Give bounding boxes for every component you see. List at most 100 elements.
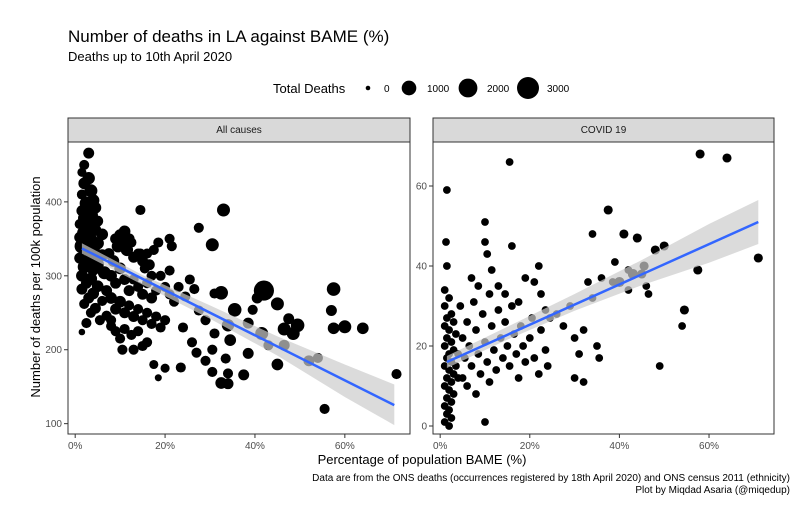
data-point — [442, 238, 450, 246]
legend-key-label: 0 — [384, 84, 390, 95]
facet-strip — [67, 117, 411, 143]
data-point — [149, 359, 159, 370]
data-point — [579, 378, 588, 386]
data-point — [483, 358, 492, 366]
panel-covid-19: COVID 19 0 20 40 60 0% 20% 40% 60% — [416, 117, 775, 452]
data-point — [722, 153, 732, 163]
data-point — [128, 344, 139, 355]
data-point — [207, 366, 218, 377]
data-point — [595, 354, 604, 362]
panel-all-causes: All causes 100 200 300 400 0% 20% 40% 60% — [45, 117, 411, 452]
data-point — [619, 229, 629, 239]
data-point — [160, 363, 170, 373]
legend-key-dot — [401, 80, 417, 96]
data-point — [494, 282, 503, 290]
data-point — [534, 262, 543, 270]
data-point — [97, 295, 108, 306]
data-point — [445, 326, 453, 334]
data-point — [191, 347, 202, 358]
data-point — [679, 305, 689, 315]
data-point — [325, 305, 337, 316]
data-point — [463, 318, 471, 326]
data-point — [270, 297, 284, 311]
data-point — [155, 322, 166, 333]
data-point — [481, 418, 489, 426]
data-point — [593, 342, 601, 350]
data-point — [543, 362, 552, 370]
x-tick-label: 40% — [245, 441, 265, 452]
data-point — [175, 362, 186, 373]
legend-key-dot — [458, 78, 478, 98]
data-point — [467, 362, 476, 370]
data-point — [530, 354, 539, 362]
data-point — [452, 330, 460, 338]
data-point — [458, 374, 467, 382]
data-point — [117, 344, 128, 355]
data-point — [242, 347, 254, 359]
data-point — [110, 277, 122, 289]
data-point — [505, 158, 514, 166]
data-point — [327, 322, 340, 335]
data-point — [189, 284, 200, 295]
data-point — [184, 274, 195, 285]
data-point — [114, 295, 126, 308]
data-point — [445, 294, 453, 302]
data-point — [644, 290, 653, 298]
data-point — [164, 265, 175, 276]
data-point — [200, 355, 211, 366]
data-point — [160, 315, 171, 326]
x-tick-label: 20% — [155, 441, 175, 452]
data-point — [570, 374, 579, 382]
data-point — [490, 346, 498, 354]
data-point — [487, 266, 496, 274]
data-point — [655, 362, 664, 370]
data-point — [193, 222, 204, 233]
data-point — [220, 353, 231, 364]
trend-line — [446, 220, 759, 364]
x-tick-label: 60% — [699, 441, 719, 452]
data-point — [115, 333, 126, 344]
y-tick-label: 0 — [421, 422, 427, 433]
facet-strip-label: COVID 19 — [581, 125, 627, 136]
data-point — [559, 322, 568, 330]
data-point — [283, 313, 295, 325]
data-point — [105, 292, 117, 304]
data-point — [445, 422, 453, 430]
data-point — [81, 318, 92, 329]
data-point — [447, 398, 456, 406]
data-point — [137, 288, 149, 300]
data-point — [678, 322, 686, 330]
data-point — [603, 205, 613, 215]
data-point — [326, 282, 341, 296]
facet-strip — [432, 117, 775, 143]
data-point — [123, 285, 135, 297]
data-point — [530, 278, 539, 286]
data-point — [186, 337, 198, 348]
data-point — [695, 149, 705, 159]
chart-subtitle: Deaths up to 10th April 2020 — [68, 49, 232, 64]
legend-key-label: 1000 — [427, 84, 450, 95]
y-tick-label: 40 — [416, 262, 428, 273]
data-point — [463, 382, 471, 390]
data-point — [525, 334, 534, 342]
trend-line — [81, 247, 395, 407]
data-point — [483, 250, 492, 258]
data-point — [205, 238, 219, 252]
data-point — [133, 304, 144, 315]
y-tick-label: 20 — [416, 342, 428, 353]
panel-border — [67, 141, 411, 435]
data-point — [575, 350, 583, 358]
data-point — [135, 204, 146, 216]
data-point — [238, 369, 250, 381]
caption-line-2: Plot by Miqdad Asaria (@miqedup) — [635, 485, 790, 496]
data-point — [469, 298, 478, 306]
data-point — [472, 390, 480, 398]
data-point — [224, 334, 237, 346]
data-point — [153, 237, 164, 248]
data-point — [481, 238, 489, 246]
data-point — [443, 314, 451, 322]
data-point — [474, 282, 483, 290]
data-point — [79, 298, 90, 309]
data-point — [514, 298, 523, 306]
